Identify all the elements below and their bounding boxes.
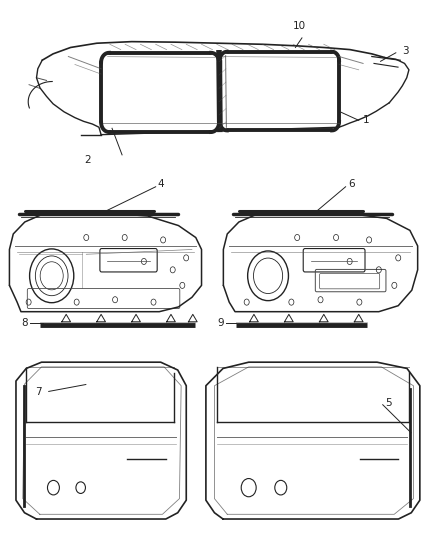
Text: 6: 6 bbox=[348, 179, 354, 189]
Text: 1: 1 bbox=[363, 115, 370, 125]
Text: 9: 9 bbox=[218, 318, 224, 328]
Text: 8: 8 bbox=[21, 318, 28, 328]
Text: 3: 3 bbox=[403, 46, 409, 56]
Text: 4: 4 bbox=[158, 179, 165, 189]
Text: 7: 7 bbox=[35, 387, 41, 398]
Text: 10: 10 bbox=[293, 21, 306, 31]
Text: 2: 2 bbox=[85, 155, 92, 165]
Text: 5: 5 bbox=[385, 398, 392, 408]
